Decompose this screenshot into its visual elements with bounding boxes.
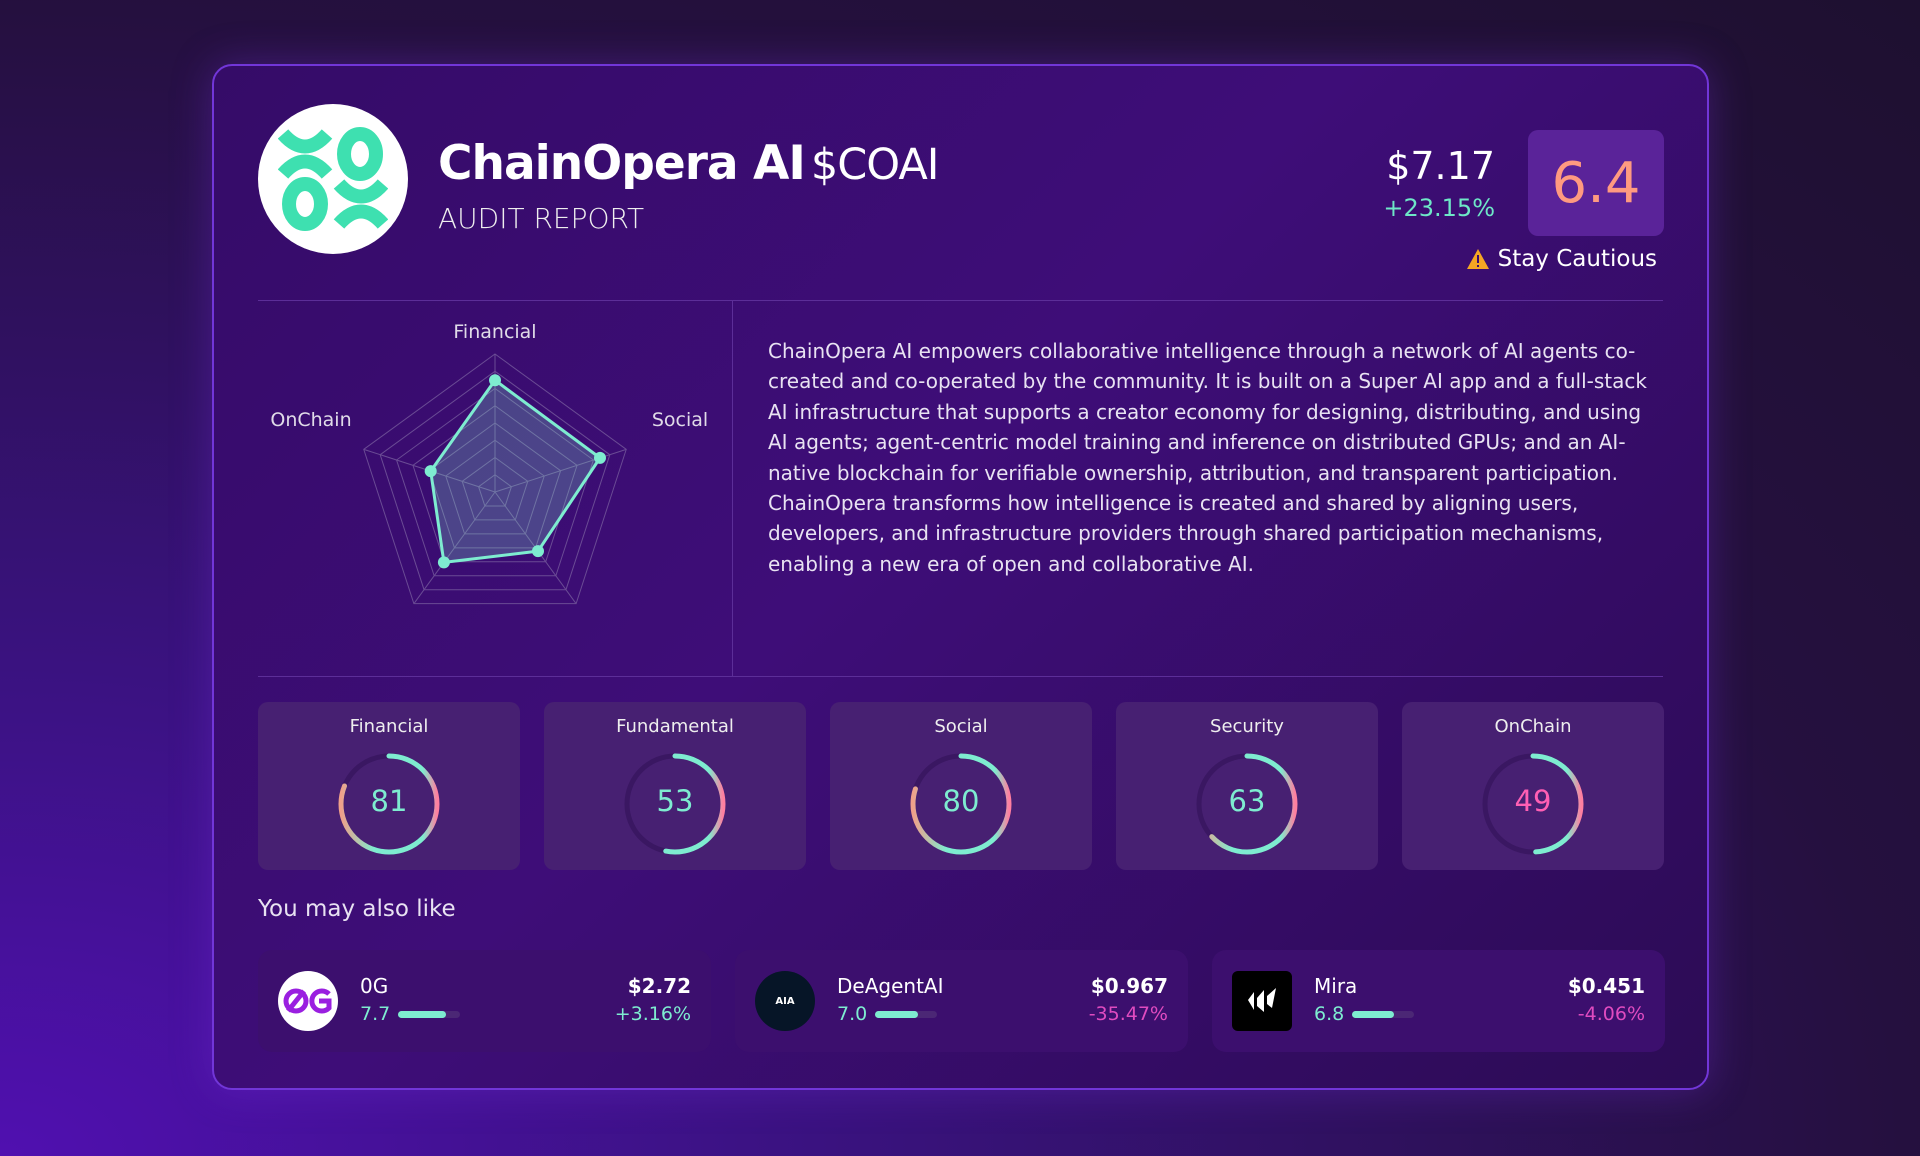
radar-axis-label: OnChain <box>270 409 351 431</box>
price-change: +23.15% <box>1383 194 1495 222</box>
radar-grid <box>412 405 578 563</box>
project-name: ChainOpera AI <box>438 136 806 191</box>
score-label: Financial <box>349 716 429 737</box>
score-card-onchain: OnChain 49 <box>1402 702 1664 870</box>
rec-score: 6.8 <box>1314 1003 1345 1025</box>
mira-logo <box>1232 971 1292 1031</box>
radar-grid <box>379 370 611 591</box>
score-value: 81 <box>370 784 408 818</box>
also-like-heading: You may also like <box>258 896 456 922</box>
gauge-fill <box>624 753 726 855</box>
radar-grid <box>461 456 529 521</box>
project-symbol: $COAI <box>810 140 940 190</box>
rec-price: $0.451 <box>1567 974 1645 998</box>
score-value: 63 <box>1228 784 1266 818</box>
radar-axis-label: Social <box>652 409 708 431</box>
radar-axis-label: Financial <box>453 321 536 343</box>
gauge-fill <box>338 753 440 855</box>
rec-score: 7.7 <box>360 1003 391 1025</box>
chainopera-logo <box>258 104 408 254</box>
radar-point <box>489 374 501 387</box>
recommendations: 0G 7.7 $2.72 +3.16% AIA DeAgentAI 7.0 $0.… <box>258 950 1665 1052</box>
rec-score-bar <box>398 1011 460 1018</box>
score-value: 53 <box>656 784 694 818</box>
rec-name: DeAgentAI <box>837 974 944 998</box>
score-label: OnChain <box>1494 716 1572 737</box>
recommendation-0g[interactable]: 0G 7.7 $2.72 +3.16% <box>258 950 711 1052</box>
deagentai-logo: AIA <box>755 971 815 1031</box>
radar-series <box>429 378 602 564</box>
radar-point <box>531 545 544 558</box>
gauge-fill <box>1482 753 1584 855</box>
project-title: ChainOpera AI $COAI <box>438 136 940 191</box>
radar-point <box>593 451 606 464</box>
score-card-financial: Financial 81 <box>258 702 520 870</box>
radar-grid <box>363 353 627 605</box>
gauge-fill <box>1196 753 1298 855</box>
rec-change: -4.06% <box>1577 1003 1645 1025</box>
score-gauge <box>1196 753 1298 855</box>
score-label: Security <box>1210 716 1284 737</box>
radar-grid <box>478 474 512 507</box>
radar-grid <box>395 387 595 577</box>
recommendation-deagentai[interactable]: AIA DeAgentAI 7.0 $0.967 -35.47% <box>735 950 1188 1052</box>
score-gauge <box>624 753 726 855</box>
score-card-social: Social 80 <box>830 702 1092 870</box>
score-gauge <box>338 753 440 855</box>
radar-point <box>437 556 450 569</box>
rec-price: $0.967 <box>1090 974 1168 998</box>
audit-report-card: ChainOpera AI $COAI AUDIT REPORT $7.17 +2… <box>212 64 1709 1090</box>
rec-score-bar <box>1352 1011 1414 1018</box>
verdict: Stay Cautious <box>1466 246 1657 272</box>
rec-name: Mira <box>1314 974 1358 998</box>
verdict-text: Stay Cautious <box>1497 246 1657 272</box>
rec-score-bar <box>875 1011 937 1018</box>
rec-name: 0G <box>360 974 389 998</box>
rec-price: $2.72 <box>627 974 691 998</box>
score-value: 49 <box>1514 784 1552 818</box>
rec-change: +3.16% <box>614 1003 691 1025</box>
score-gauge <box>1482 753 1584 855</box>
overall-score: 6.4 <box>1528 130 1664 236</box>
radar-chart: FinancialSocialFundamentalSecurityOnChai… <box>270 321 708 605</box>
price: $7.17 <box>1386 144 1495 188</box>
0g-logo <box>278 971 338 1031</box>
divider <box>258 300 1663 301</box>
radar-grid <box>445 439 545 535</box>
radar-spoke <box>413 491 496 604</box>
score-value: 80 <box>942 784 980 818</box>
project-description: ChainOpera AI empowers collaborative int… <box>768 339 1647 576</box>
gauge-fill <box>910 753 1012 855</box>
report-subtitle: AUDIT REPORT <box>438 202 645 235</box>
score-label: Social <box>934 716 988 737</box>
rec-score: 7.0 <box>837 1003 868 1025</box>
recommendation-mira[interactable]: Mira 6.8 $0.451 -4.06% <box>1212 950 1665 1052</box>
radar-grid <box>428 422 562 549</box>
score-card-fundamental: Fundamental 53 <box>544 702 806 870</box>
score-cards: Financial 81 Fundamental 53 Social 80 Se… <box>258 702 1664 870</box>
score-card-security: Security 63 <box>1116 702 1378 870</box>
score-gauge <box>910 753 1012 855</box>
divider <box>732 300 733 676</box>
divider <box>258 676 1663 677</box>
radar-point <box>424 465 437 478</box>
warning-icon <box>1466 249 1489 269</box>
score-label: Fundamental <box>616 716 734 737</box>
rec-change: -35.47% <box>1088 1003 1168 1025</box>
